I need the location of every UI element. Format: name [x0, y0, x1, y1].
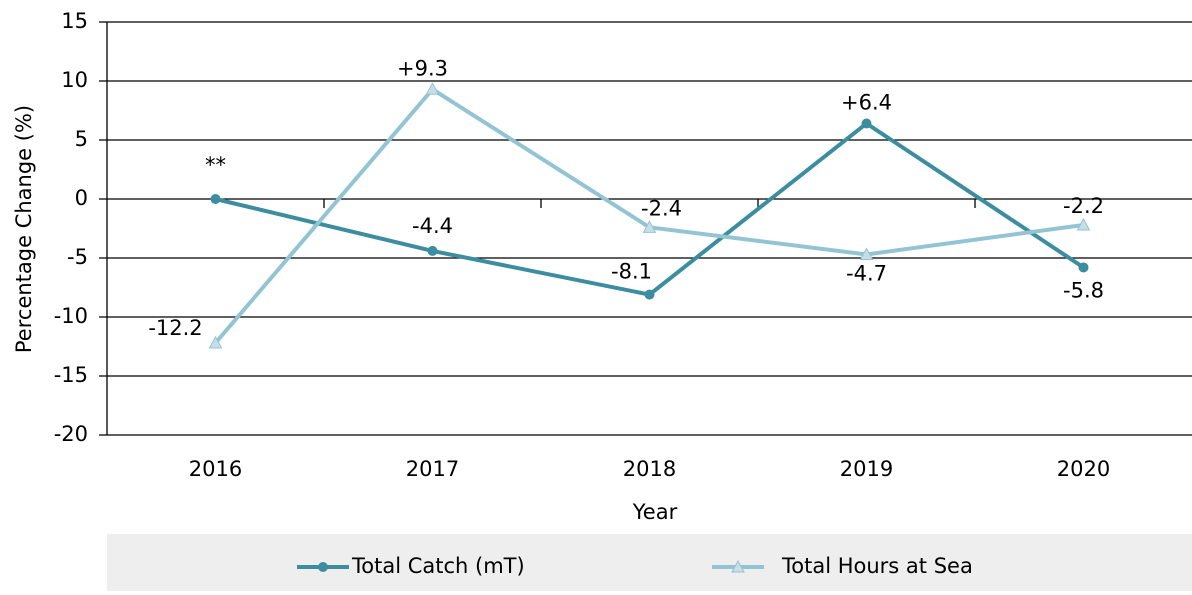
legend-label: Total Hours at Sea — [781, 554, 973, 578]
x-axis-title: Year — [632, 500, 678, 524]
point — [1078, 262, 1089, 273]
data-label: -4.7 — [846, 261, 887, 285]
point — [1076, 217, 1091, 231]
y-tick-label: 5 — [75, 127, 88, 151]
point — [861, 118, 872, 129]
data-label: -2.4 — [641, 196, 682, 220]
point — [208, 335, 223, 349]
legend-label: Total Catch (mT) — [351, 554, 525, 578]
point — [425, 82, 440, 95]
point — [731, 559, 745, 573]
data-label: -8.1 — [611, 260, 652, 284]
point — [642, 220, 657, 233]
point — [859, 247, 874, 260]
data-label: -4.4 — [412, 214, 453, 238]
point — [210, 194, 221, 204]
data-label: ** — [205, 153, 226, 177]
legend-box — [107, 534, 1192, 591]
y-tick-label: -10 — [54, 304, 88, 328]
y-tick-label: 0 — [75, 186, 88, 210]
y-tick-label: 10 — [61, 68, 88, 92]
y-tick-label: 15 — [61, 9, 88, 33]
data-label: -2.2 — [1063, 194, 1104, 218]
point — [318, 562, 328, 572]
y-tick-label: -15 — [54, 363, 88, 387]
y-tick-label: -20 — [54, 422, 88, 446]
x-tick-label: 2018 — [623, 457, 676, 481]
point — [427, 245, 438, 256]
data-label: -12.2 — [148, 316, 202, 340]
x-tick-label: 2019 — [840, 457, 893, 481]
data-label: +9.3 — [397, 56, 448, 80]
data-label: -5.8 — [1063, 278, 1104, 302]
point — [644, 289, 655, 300]
y-tick-label: -5 — [67, 245, 88, 269]
x-tick-label: 2017 — [406, 457, 459, 481]
y-axis-title: Percentage Change (%) — [12, 105, 36, 353]
data-label: +6.4 — [841, 90, 892, 114]
x-tick-label: 2016 — [189, 457, 242, 481]
x-tick-label: 2020 — [1057, 457, 1110, 481]
